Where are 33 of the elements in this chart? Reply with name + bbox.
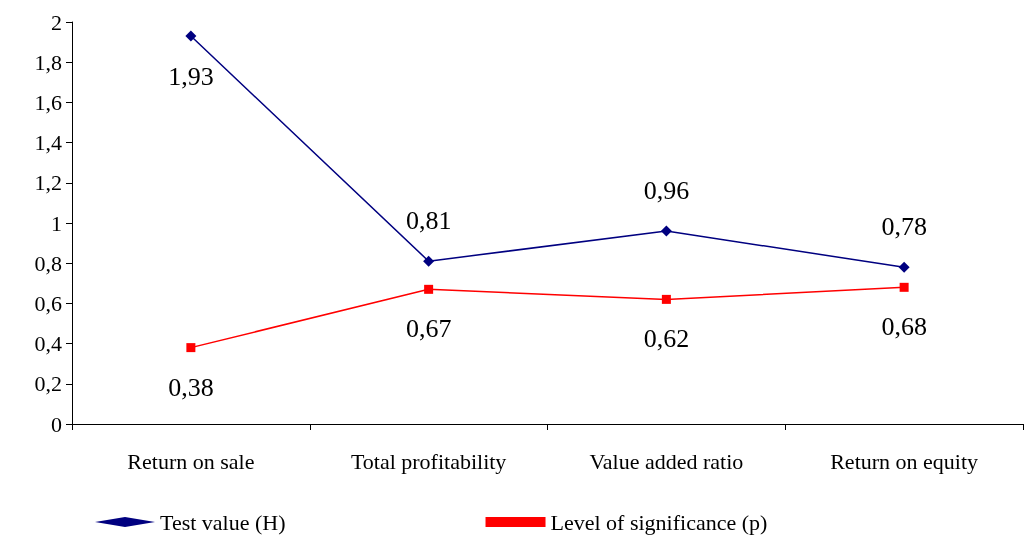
y-tick-label: 1 xyxy=(51,210,62,236)
point xyxy=(660,225,672,237)
y-tick-label: 1,8 xyxy=(34,49,62,75)
x-tick-label: Value added ratio xyxy=(589,448,744,474)
data-label: 1,93 xyxy=(168,62,214,92)
y-tick-label: 0,4 xyxy=(34,331,62,357)
x-tick-label: Return on sale xyxy=(127,448,255,474)
point xyxy=(185,30,197,42)
y-tick-label: 0,8 xyxy=(34,250,62,276)
point xyxy=(898,261,910,273)
y-tick-label: 1,4 xyxy=(34,130,62,156)
data-label: 0,96 xyxy=(643,176,690,206)
y-tick-label: 2 xyxy=(51,9,62,35)
data-label: 0,38 xyxy=(168,372,214,402)
point xyxy=(899,282,909,292)
y-tick-label: 1,2 xyxy=(34,170,62,196)
legend-label: Level of significance (p) xyxy=(550,509,768,535)
point xyxy=(424,284,434,294)
data-label: 0,81 xyxy=(405,206,452,236)
y-tick-label: 0,6 xyxy=(34,290,62,316)
x-tick-label: Return on equity xyxy=(830,448,979,474)
point xyxy=(661,294,671,304)
legend-label: Test value (H) xyxy=(160,509,286,535)
data-label: 0,67 xyxy=(405,314,452,344)
y-tick-label: 1,6 xyxy=(34,89,62,115)
point xyxy=(186,343,196,353)
x-tick-label: Total profitability xyxy=(350,448,507,474)
y-tick-label: 0 xyxy=(51,411,62,437)
data-label: 0,62 xyxy=(643,324,690,354)
data-label: 0,68 xyxy=(881,312,927,342)
data-label: 0,78 xyxy=(881,212,927,242)
point xyxy=(423,255,435,267)
y-tick-label: 0,2 xyxy=(34,371,62,397)
